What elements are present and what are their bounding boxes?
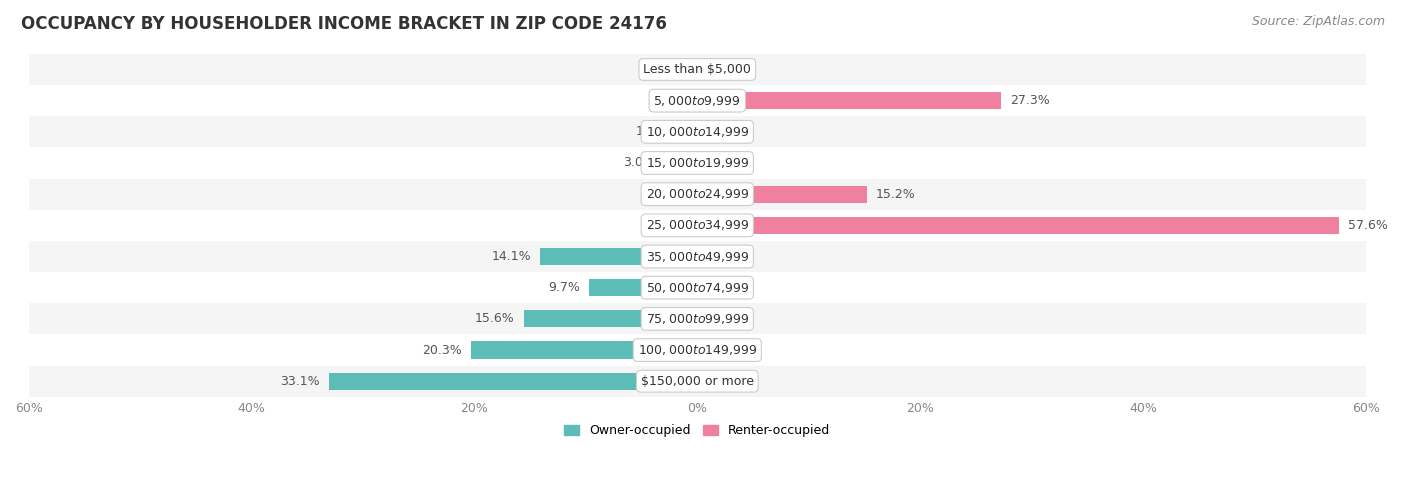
- Bar: [30, 54, 1365, 85]
- Text: 57.6%: 57.6%: [1348, 219, 1388, 232]
- Bar: [697, 92, 1001, 109]
- Bar: [685, 217, 697, 234]
- Text: $10,000 to $14,999: $10,000 to $14,999: [645, 125, 749, 139]
- Bar: [695, 61, 697, 78]
- Legend: Owner-occupied, Renter-occupied: Owner-occupied, Renter-occupied: [560, 419, 835, 442]
- Text: Source: ZipAtlas.com: Source: ZipAtlas.com: [1251, 15, 1385, 28]
- Bar: [697, 310, 700, 328]
- Text: OCCUPANCY BY HOUSEHOLDER INCOME BRACKET IN ZIP CODE 24176: OCCUPANCY BY HOUSEHOLDER INCOME BRACKET …: [21, 15, 666, 33]
- Text: $25,000 to $34,999: $25,000 to $34,999: [645, 218, 749, 232]
- Bar: [471, 342, 697, 359]
- Text: 0.0%: 0.0%: [652, 63, 685, 76]
- Bar: [697, 186, 866, 203]
- Bar: [695, 92, 697, 109]
- Bar: [30, 178, 1365, 210]
- Bar: [697, 279, 700, 296]
- Text: 0.0%: 0.0%: [710, 250, 741, 263]
- Text: 15.2%: 15.2%: [876, 188, 915, 201]
- Bar: [523, 310, 697, 328]
- Bar: [30, 85, 1365, 116]
- Bar: [329, 373, 697, 390]
- Bar: [30, 147, 1365, 178]
- Text: 1.9%: 1.9%: [636, 125, 668, 139]
- Bar: [30, 272, 1365, 303]
- Text: $35,000 to $49,999: $35,000 to $49,999: [645, 249, 749, 263]
- Bar: [697, 123, 700, 140]
- Bar: [30, 210, 1365, 241]
- Text: 15.6%: 15.6%: [475, 312, 515, 325]
- Bar: [664, 155, 697, 172]
- Bar: [589, 279, 697, 296]
- Text: 1.1%: 1.1%: [644, 188, 676, 201]
- Text: 0.0%: 0.0%: [710, 344, 741, 357]
- Text: 0.0%: 0.0%: [710, 281, 741, 294]
- Text: $50,000 to $74,999: $50,000 to $74,999: [645, 281, 749, 295]
- Bar: [685, 186, 697, 203]
- Bar: [540, 248, 697, 265]
- Text: $100,000 to $149,999: $100,000 to $149,999: [637, 343, 756, 357]
- Text: 20.3%: 20.3%: [423, 344, 463, 357]
- Text: Less than $5,000: Less than $5,000: [644, 63, 751, 76]
- Bar: [697, 217, 1339, 234]
- Text: 3.0%: 3.0%: [623, 156, 655, 170]
- Text: 33.1%: 33.1%: [280, 375, 319, 388]
- Bar: [30, 334, 1365, 365]
- Text: 0.0%: 0.0%: [710, 125, 741, 139]
- Bar: [697, 155, 700, 172]
- Text: $15,000 to $19,999: $15,000 to $19,999: [645, 156, 749, 170]
- Text: 27.3%: 27.3%: [1011, 94, 1050, 107]
- Text: $75,000 to $99,999: $75,000 to $99,999: [645, 312, 749, 326]
- Bar: [697, 373, 700, 390]
- Text: 0.0%: 0.0%: [710, 156, 741, 170]
- Bar: [676, 123, 697, 140]
- Text: $150,000 or more: $150,000 or more: [641, 375, 754, 388]
- Text: 14.1%: 14.1%: [492, 250, 531, 263]
- Text: 9.7%: 9.7%: [548, 281, 581, 294]
- Bar: [30, 365, 1365, 397]
- Text: 0.0%: 0.0%: [710, 312, 741, 325]
- Bar: [697, 342, 700, 359]
- Text: 0.0%: 0.0%: [710, 63, 741, 76]
- Bar: [30, 116, 1365, 147]
- Text: $20,000 to $24,999: $20,000 to $24,999: [645, 187, 749, 201]
- Text: 1.1%: 1.1%: [644, 219, 676, 232]
- Bar: [697, 61, 700, 78]
- Bar: [697, 248, 700, 265]
- Bar: [30, 241, 1365, 272]
- Text: 0.0%: 0.0%: [652, 94, 685, 107]
- Text: $5,000 to $9,999: $5,000 to $9,999: [654, 94, 741, 107]
- Text: 0.0%: 0.0%: [710, 375, 741, 388]
- Bar: [30, 303, 1365, 334]
